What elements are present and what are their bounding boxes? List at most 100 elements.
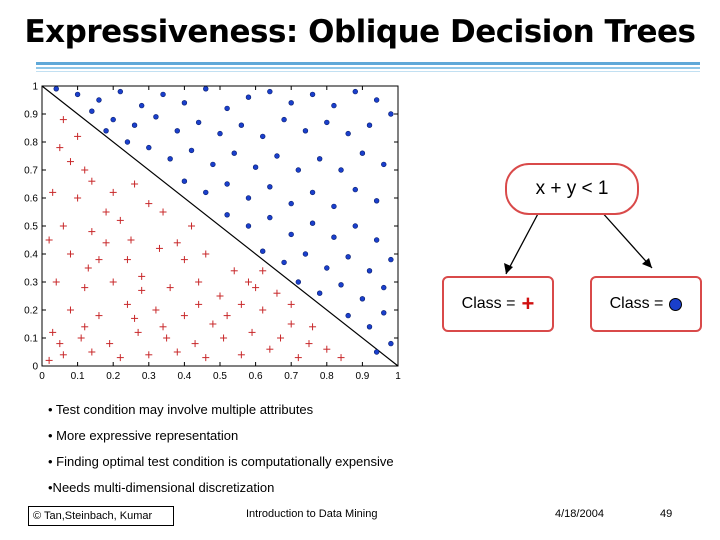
dot-point [359,296,366,302]
dot-point [388,340,394,347]
plus-point [81,166,89,174]
dot-point [316,290,323,296]
plus-point [209,320,217,328]
leaf-class-dot: Class = [590,276,702,332]
y-tick-label: 0.3 [24,278,38,289]
bullet-list: • Test condition may involve multiple at… [48,402,668,506]
leaf-plus-label: Class = [461,295,516,312]
dot-point [267,184,273,190]
bullet-item: • More expressive representation [48,428,239,443]
dot-point [331,203,337,210]
footer-date: 4/18/2004 [555,508,604,520]
decision-boundary-line [41,85,399,367]
plus-point [106,340,114,348]
dot-point [373,97,380,103]
plus-point [230,267,238,275]
plus-point [145,351,153,359]
plus-point [102,239,110,247]
plus-point [95,256,103,264]
dot-point [203,189,209,196]
dot-point [331,234,337,240]
x-tick-label: 0.6 [249,371,263,382]
plus-point [145,200,153,208]
plus-point [166,284,174,292]
plus-point [88,177,96,185]
plus-point [273,289,281,297]
dot-point [324,265,330,271]
dot-point [252,164,259,170]
plus-point [138,272,146,280]
x-tick-label: 0.3 [142,371,156,382]
dot-point [302,128,309,134]
dot-point [89,108,95,114]
y-tick-label: 0 [32,362,38,373]
plus-point [216,292,224,300]
plus-point [81,323,89,331]
dot-point [203,86,209,92]
dot-point [131,122,138,128]
plus-point [116,354,124,362]
dot-point [160,91,166,98]
plus-point [180,256,188,264]
dot-point [74,91,81,98]
plus-point [188,222,196,230]
dot-point [309,91,316,98]
plus-point [237,351,245,359]
plus-point [294,354,302,362]
plus-point [277,334,285,342]
plus-point [59,222,67,230]
plus-point [109,278,117,286]
plus-point [195,278,203,286]
dot-point [110,116,116,123]
plus-point [45,236,53,244]
plus-point [202,250,210,258]
plus-point [237,300,245,308]
dot-point [245,195,252,201]
dot-point [302,251,309,257]
plus-point [323,345,331,353]
plus-point [45,356,53,364]
plus-point [109,188,117,196]
y-tick-label: 0.4 [24,250,38,261]
dot-point [345,254,351,260]
edge-left [505,209,541,275]
dot-point [124,139,131,145]
plus-point [81,284,89,292]
dot-point [366,268,373,274]
dot-point [167,156,173,162]
plus-point [134,328,142,336]
dot-point [217,130,223,137]
dot-point [338,167,344,173]
plus-point [223,312,231,320]
y-tick-label: 0.1 [24,334,38,345]
footer-course: Introduction to Data Mining [246,508,378,520]
dot-point [388,111,394,117]
plus-point [88,228,96,236]
dot-point [288,100,294,106]
y-tick-label: 0.5 [24,222,38,233]
dot-point [359,150,366,156]
x-tick-label: 1 [395,371,401,382]
dot-point [381,310,387,316]
plus-point [123,256,131,264]
tree-edges [504,209,653,275]
y-tick-label: 0.6 [24,194,38,205]
plus-marker-symbol: + [521,291,535,316]
root-condition: x + y < 1 [535,178,609,199]
edge-right [599,209,653,269]
y-tick-label: 0.9 [24,110,38,121]
dot-point [103,128,109,134]
slide-footer: © Tan,Steinbach, Kumar Introduction to D… [28,506,698,526]
dot-point [210,161,216,168]
dot-point [267,88,273,95]
y-tick-label: 0.7 [24,166,38,177]
arrowhead-right [642,258,652,268]
bullet-item: •Needs multi-dimensional discretization [48,480,275,495]
dot-point [146,144,152,151]
plus-point [66,158,74,166]
dot-point [117,88,124,95]
dot-point [288,200,294,207]
dot-point [188,147,195,154]
plus-point [180,312,188,320]
dot-point [245,223,252,229]
